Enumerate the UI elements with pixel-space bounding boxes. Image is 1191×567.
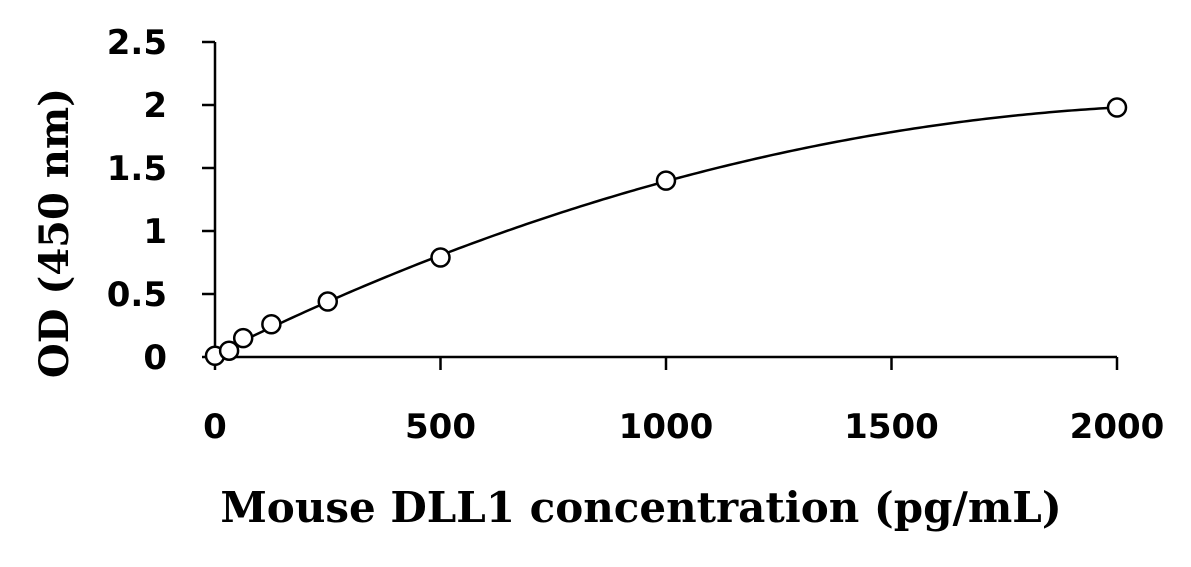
- x-tick-label: 2000: [1070, 407, 1165, 447]
- data-point: [430, 247, 451, 268]
- x-tick-label: 1000: [619, 407, 714, 447]
- y-tick-label: 1.5: [107, 149, 167, 189]
- x-tick-label: 1500: [844, 407, 939, 447]
- data-point: [261, 313, 282, 335]
- axes: [213, 42, 1117, 359]
- y-tick-label: 1: [143, 212, 167, 252]
- y-tick-label: 2: [143, 86, 167, 126]
- x-tick-label: 0: [203, 407, 227, 447]
- y-tick-label: 2.5: [107, 23, 167, 63]
- y-tick-label: 0: [143, 338, 167, 378]
- x-axis-title: Mouse DLL1 concentration (pg/mL): [220, 483, 1061, 532]
- fit-curve: [214, 106, 1118, 356]
- data-point: [232, 327, 254, 349]
- y-axis-title: OD (450 nm): [31, 88, 78, 378]
- tick-labels: 0 0.5 1 1.5 2 2.5 0 500 1000 1500 2000: [107, 23, 1165, 447]
- x-tick-label: 500: [405, 407, 476, 447]
- data-points: [204, 97, 1128, 366]
- fit-curve-layer: [214, 106, 1118, 356]
- data-point: [218, 340, 240, 361]
- y-tick-label: 0.5: [107, 275, 167, 315]
- data-point: [317, 291, 338, 312]
- axis-ticks: [202, 40, 1119, 370]
- data-point: [1106, 97, 1128, 118]
- data-point: [655, 170, 677, 191]
